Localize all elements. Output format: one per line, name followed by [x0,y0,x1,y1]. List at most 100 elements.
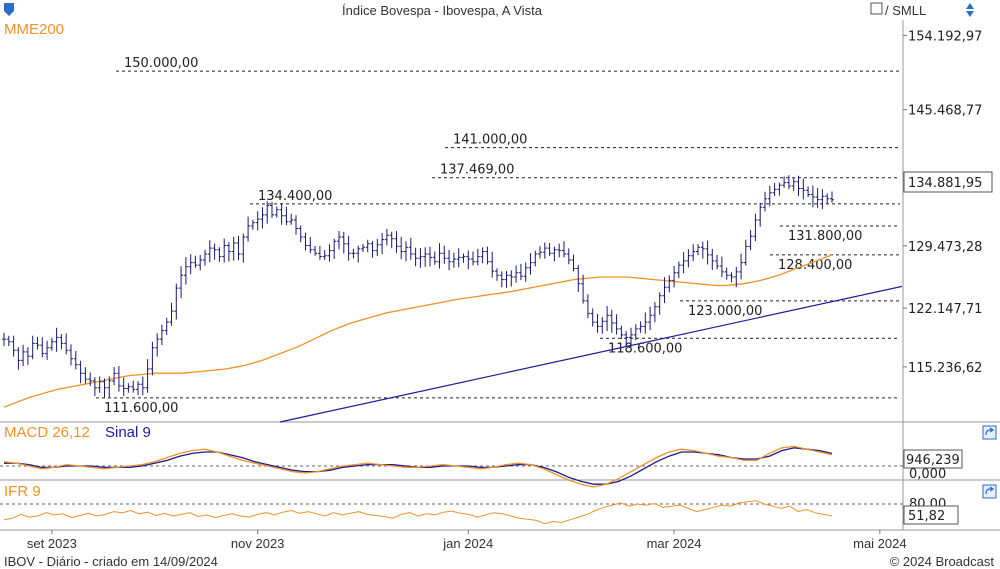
price-bar [298,225,303,243]
price-bar [820,189,825,210]
price-bar [313,246,318,256]
price-bar [619,325,624,340]
filter-icon[interactable] [4,3,14,16]
price-bar [691,244,696,262]
macd-line [3,445,833,488]
price-bar [739,253,744,280]
price-bar [35,337,40,350]
scale-checkbox[interactable] [870,2,883,15]
footer-right: © 2024 Broadcast [890,554,995,569]
price-bar [222,238,227,263]
price-bar [552,246,557,262]
price-bar [475,248,480,266]
price-bar [289,213,294,225]
price-bar [801,178,806,200]
price-bar [614,314,619,335]
price-bar [533,250,538,267]
price-bar [164,317,169,335]
price-bar [246,216,251,242]
price-bar [107,376,112,397]
ifr-label: IFR 9 [4,483,41,500]
price-bar [710,248,715,270]
price-bar [514,265,519,283]
price-bar [241,233,246,263]
price-bar [380,232,385,255]
price-bar [825,193,830,204]
price-bar [332,238,337,259]
price-bar [361,244,365,252]
price-bar [92,377,97,397]
price-bar [490,251,495,278]
price-bar [64,333,69,355]
panel-toggle-icon[interactable] [982,425,997,440]
price-bar [605,306,610,332]
macd-signal-label: Sinal 9 [105,424,151,441]
price-bar [193,255,198,268]
level-label: 123.000,00 [688,304,762,319]
price-bar [700,241,705,259]
x-tick-label: set 2023 [27,536,77,551]
price-bar [341,231,346,254]
price-bar [815,188,820,208]
price-bar [648,306,653,331]
ifr-panel-toggle-icon[interactable] [982,484,997,499]
price-bar [581,274,586,304]
price-bar [16,347,21,370]
price-bar [667,275,672,293]
y-axis-ticks: 154.192,97145.468,77137.238,18129.473,28… [903,29,982,376]
price-bar [758,202,763,227]
price-bar [25,347,30,365]
macd-lines [3,445,833,488]
price-bar [437,243,442,269]
x-tick-label: mai 2024 [853,536,906,551]
ifr-polyline [3,500,833,525]
y-tick-label: 122.147,71 [908,302,982,317]
price-bar [743,239,748,266]
price-bar [78,360,83,384]
y-tick-label: 115.236,62 [908,361,982,376]
price-bar [557,243,562,258]
level-label: 131.800,00 [788,229,862,244]
level-label: 141.000,00 [453,133,527,148]
level-label: 111.600,00 [104,401,178,416]
price-bar [88,372,93,386]
price-bar [734,266,739,288]
price-bar [418,248,423,268]
price-bar [375,238,380,257]
price-bar [203,249,207,266]
price-bar [609,309,614,333]
price-bar [2,332,6,346]
price-bar [198,255,203,271]
price-bar [155,333,160,357]
ifr-value-label: 51,82 [908,509,945,524]
price-bar [183,257,188,285]
price-bar [585,294,590,319]
price-bar [748,230,753,251]
price-bar [250,219,255,230]
price-bar [174,283,179,320]
x-tick-label: jan 2024 [442,536,493,551]
price-bar [676,261,681,279]
price-bar [724,267,729,280]
chart-title: Índice Bovespa - Ibovespa, A Vista [342,3,543,18]
price-bar [719,256,724,278]
price-bar [11,335,16,357]
price-bar [136,381,140,396]
price-bar [337,231,341,250]
price-bar [466,250,471,270]
price-bar [102,378,107,398]
scale-arrows-icon[interactable] [966,3,974,17]
macd-value-label: 946,239 [906,453,960,468]
price-bar [356,245,361,263]
level-label: 128.400,00 [778,258,852,273]
price-bar [767,185,772,207]
price-bar [547,243,552,256]
level-label: 118.600,00 [608,341,682,356]
price-bar [308,236,313,254]
price-bar [696,244,700,256]
price-bar [365,239,370,253]
price-bar [806,186,811,197]
price-bar [179,266,184,299]
mme200-legend: MME200 [4,21,64,38]
price-bar [284,206,289,226]
